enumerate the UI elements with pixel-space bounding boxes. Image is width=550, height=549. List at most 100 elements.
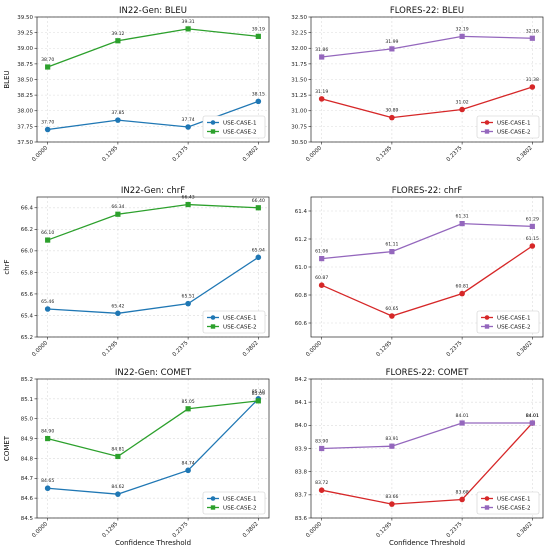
legend-box (476, 491, 540, 515)
legend-marker (210, 324, 216, 329)
data-point (459, 496, 465, 503)
data-label: 31.38 (526, 77, 539, 83)
series-line (47, 28, 259, 68)
data-label: 38.15 (252, 91, 265, 97)
data-label: 65.51 (182, 294, 195, 300)
data-point (185, 300, 191, 307)
data-label: 65.46 (41, 299, 54, 305)
y-tick-label: 31.50 (291, 77, 307, 83)
x-tick-label: 0.3802 (516, 340, 534, 358)
y-tick-label: 84.1 (295, 400, 307, 406)
y-tick-label: 60.8 (295, 293, 308, 299)
data-point (185, 406, 191, 412)
plot-frame (310, 378, 544, 519)
y-tick-label: 83.6 (295, 516, 308, 522)
x-tick-label: 0.1295 (375, 145, 393, 163)
legend-label: USE-CASE-2 (497, 506, 531, 512)
data-label: 31.02 (456, 100, 469, 106)
data-label: 83.90 (315, 439, 328, 445)
data-label: 60.87 (315, 275, 328, 281)
legend-label: USE-CASE-1 (497, 316, 531, 322)
x-tick-label: 0.3802 (242, 145, 260, 163)
data-point (459, 221, 465, 227)
y-tick-label: 65.6 (21, 292, 34, 298)
data-label: 38.70 (41, 57, 54, 63)
data-point (389, 114, 395, 121)
data-point (319, 256, 325, 262)
y-tick-label: 84.6 (21, 496, 34, 502)
data-point (529, 420, 535, 426)
data-label: 60.81 (456, 284, 469, 290)
legend: USE-CASE-1 USE-CASE-2 (476, 115, 540, 139)
y-tick-label: 65.8 (21, 270, 34, 276)
chart-title: FLORES-22: BLEU (390, 6, 464, 16)
y-tick-label: 84.9 (21, 436, 34, 442)
data-label: 84.62 (111, 484, 124, 490)
series-use-case-1: 31.19 30.89 31.02 31.38 (315, 77, 539, 121)
data-point (389, 313, 395, 319)
series-use-case-1: 37.70 37.85 37.74 38.15 (41, 91, 265, 133)
y-tick-label: 31.25 (291, 93, 307, 99)
series-use-case-2: 31.86 31.99 32.19 32.16 (315, 26, 539, 60)
legend-label: USE-CASE-2 (223, 130, 257, 136)
series-use-case-2: 38.70 39.12 39.31 39.19 (41, 19, 265, 70)
data-label: 65.42 (111, 303, 124, 309)
x-tick-label: 0.3802 (516, 145, 534, 163)
legend-label: USE-CASE-2 (497, 325, 531, 331)
series-line (321, 422, 533, 505)
x-tick-label: 0.2375 (446, 145, 464, 163)
chart-panel-1: IN22-Gen: BLEU 37.50 37.75 38.00 38.25 38.50 3… (3, 6, 270, 163)
series-line (321, 222, 533, 260)
x-tick-label: 0.3802 (242, 340, 260, 358)
y-tick-label: 61.0 (295, 265, 308, 271)
y-tick-label: 32.00 (291, 46, 307, 52)
series-line (47, 398, 259, 495)
y-tick-label: 66.4 (21, 206, 34, 212)
data-label: 66.40 (252, 198, 265, 204)
data-point (255, 98, 262, 105)
data-point (529, 35, 535, 41)
y-tick-label: 39.50 (17, 15, 33, 21)
legend-label: USE-CASE-2 (223, 506, 257, 512)
x-tick-label: 0.2375 (446, 521, 464, 539)
data-label: 61.06 (315, 249, 328, 255)
data-point (529, 223, 535, 229)
series-use-case-2: 66.10 66.34 66.43 66.40 (41, 195, 265, 243)
y-tick-label: 84.8 (21, 456, 34, 462)
data-point (318, 282, 325, 289)
data-label: 37.70 (41, 120, 54, 126)
plot-frame (310, 16, 544, 143)
y-tick-label: 39.00 (17, 46, 33, 52)
data-label: 85.09 (252, 391, 265, 397)
legend-marker (210, 120, 216, 125)
chart-panel-2: FLORES-22: BLEU 30.50 30.75 31.00 31.25 31.50… (291, 6, 544, 163)
legend-label: USE-CASE-1 (497, 497, 531, 503)
data-label: 83.68 (456, 489, 469, 495)
data-label: 31.99 (385, 39, 398, 45)
plot-frame (310, 196, 544, 338)
y-tick-label: 84.5 (21, 516, 34, 522)
legend-box (476, 115, 540, 139)
y-tick-label: 38.50 (17, 77, 33, 83)
y-axis-label: COMET (3, 435, 11, 461)
y-tick-label: 61.4 (295, 209, 308, 215)
legend-marker (484, 120, 490, 125)
series-line (47, 100, 259, 131)
plot-frame (36, 378, 270, 519)
data-point (44, 485, 51, 492)
data-point (459, 106, 465, 113)
data-label: 84.01 (526, 413, 539, 419)
data-label: 65.94 (252, 247, 265, 253)
y-tick-label: 85.2 (21, 377, 33, 383)
series-line (47, 203, 259, 241)
y-tick-label: 37.50 (17, 140, 33, 146)
data-point (529, 243, 536, 249)
x-tick-label: 0.2375 (446, 340, 464, 358)
data-point (45, 237, 51, 243)
chart-panel-4: FLORES-22: chrF 60.6 60.8 61.0 61.2 61.4 0.000… (295, 186, 544, 358)
chart-panel-5: IN22-Gen: COMET 84.5 84.6 84.7 84.8 84.9 85.0 8… (3, 368, 270, 547)
data-label: 85.10 (252, 389, 265, 395)
y-tick-label: 83.9 (295, 446, 308, 452)
series-use-case-1: 84.65 84.62 84.74 85.10 (41, 389, 265, 497)
series-use-case-2: 61.06 61.11 61.31 61.29 (315, 214, 539, 262)
